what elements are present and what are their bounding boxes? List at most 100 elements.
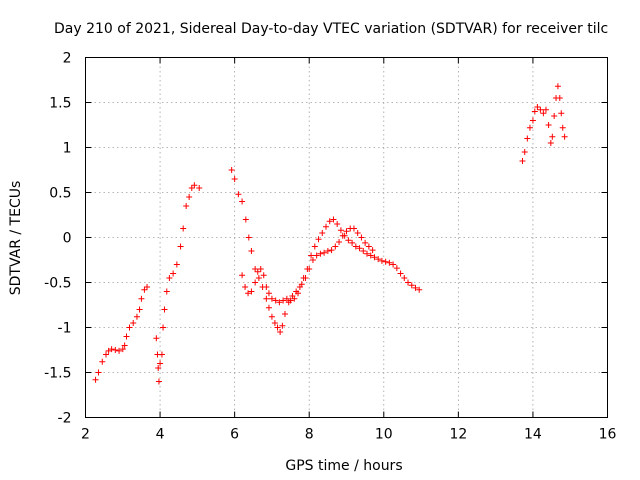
x-tick-label: 2 — [81, 427, 90, 443]
data-point — [390, 261, 397, 268]
data-point — [334, 221, 341, 227]
data-point — [337, 227, 344, 234]
data-point — [263, 295, 270, 302]
data-point — [265, 290, 272, 297]
data-point — [239, 198, 246, 205]
data-point — [263, 284, 270, 290]
data-point — [245, 234, 252, 241]
data-point — [358, 234, 365, 241]
chart-title: Day 210 of 2021, Sidereal Day-to-day VTE… — [54, 21, 608, 37]
data-point — [173, 261, 180, 268]
data-point — [180, 225, 187, 232]
data-point — [302, 275, 309, 281]
data-point — [378, 257, 385, 264]
data-point — [405, 279, 412, 286]
data-point — [242, 216, 249, 223]
data-point — [245, 290, 252, 297]
data-point — [306, 266, 313, 272]
y-tick-label: 1.5 — [49, 96, 71, 112]
data-point — [397, 270, 404, 277]
data-point — [298, 281, 305, 288]
data-point — [272, 297, 279, 304]
x-tick-label: 16 — [599, 427, 617, 443]
data-points — [92, 83, 568, 385]
data-point — [531, 108, 538, 115]
data-point — [281, 311, 288, 317]
y-tick-label: 0 — [63, 231, 72, 247]
data-point — [157, 360, 164, 367]
data-point — [133, 313, 140, 320]
axis-ticks: 2 4 6 8 10 12 14 16 -2 -1.5 -1 -0.5 0 0.5 1 1.5 2 — [44, 51, 616, 443]
data-point — [386, 259, 393, 266]
data-point — [559, 124, 566, 131]
data-point — [130, 320, 137, 326]
data-point — [529, 117, 536, 124]
data-point — [412, 284, 419, 291]
data-point — [336, 239, 343, 245]
grid — [85, 57, 608, 418]
data-point — [186, 194, 193, 200]
data-series — [228, 167, 423, 335]
x-tick-label: 8 — [305, 427, 314, 443]
x-tick-label: 10 — [375, 427, 393, 443]
y-tick-label: -0.5 — [44, 276, 71, 292]
x-tick-label: 4 — [156, 427, 165, 443]
data-point — [276, 299, 283, 306]
data-point — [191, 182, 198, 189]
data-point — [248, 248, 255, 254]
data-point — [393, 265, 400, 272]
data-point — [196, 185, 203, 191]
data-point — [248, 288, 255, 295]
data-point — [242, 284, 249, 290]
data-point — [542, 106, 549, 113]
data-point — [319, 230, 326, 236]
data-point — [257, 266, 264, 272]
data-point — [155, 378, 162, 385]
data-point — [183, 203, 190, 209]
data-point — [540, 110, 547, 117]
data-point — [119, 346, 126, 353]
x-tick-label: 6 — [230, 427, 239, 443]
data-point — [521, 149, 528, 155]
data-point — [123, 333, 130, 340]
y-tick-label: 1 — [63, 141, 72, 157]
data-point — [153, 335, 160, 342]
data-point — [547, 140, 554, 146]
data-point — [163, 288, 170, 295]
data-point — [155, 365, 162, 371]
y-tick-label: 2 — [63, 51, 72, 67]
data-point — [315, 236, 322, 243]
data-point — [254, 268, 261, 275]
data-point — [141, 286, 148, 293]
data-point — [144, 284, 151, 290]
data-point — [326, 218, 333, 225]
data-point — [349, 239, 356, 246]
data-point — [365, 243, 372, 250]
data-point — [332, 243, 339, 250]
data-point — [158, 351, 165, 358]
data-point — [558, 110, 565, 117]
data-point — [534, 104, 541, 110]
data-point — [255, 275, 262, 281]
data-point — [382, 258, 389, 265]
data-point — [369, 247, 376, 254]
data-point — [277, 329, 284, 335]
data-point — [345, 237, 352, 244]
data-point — [354, 230, 361, 236]
data-point — [231, 176, 238, 182]
data-point — [343, 228, 350, 235]
data-point — [279, 322, 286, 329]
data-point — [252, 279, 259, 286]
data-point — [328, 247, 335, 254]
data-point — [235, 191, 242, 198]
data-point — [313, 252, 320, 259]
y-tick-label: -1 — [58, 321, 72, 337]
y-axis-label: SDTVAR / TECUs — [8, 181, 24, 296]
data-point — [321, 249, 328, 256]
data-point — [291, 295, 298, 302]
y-tick-label: -2 — [58, 411, 72, 427]
data-point — [309, 257, 316, 263]
data-point — [324, 248, 331, 254]
data-point — [537, 106, 544, 113]
data-point — [265, 304, 272, 311]
